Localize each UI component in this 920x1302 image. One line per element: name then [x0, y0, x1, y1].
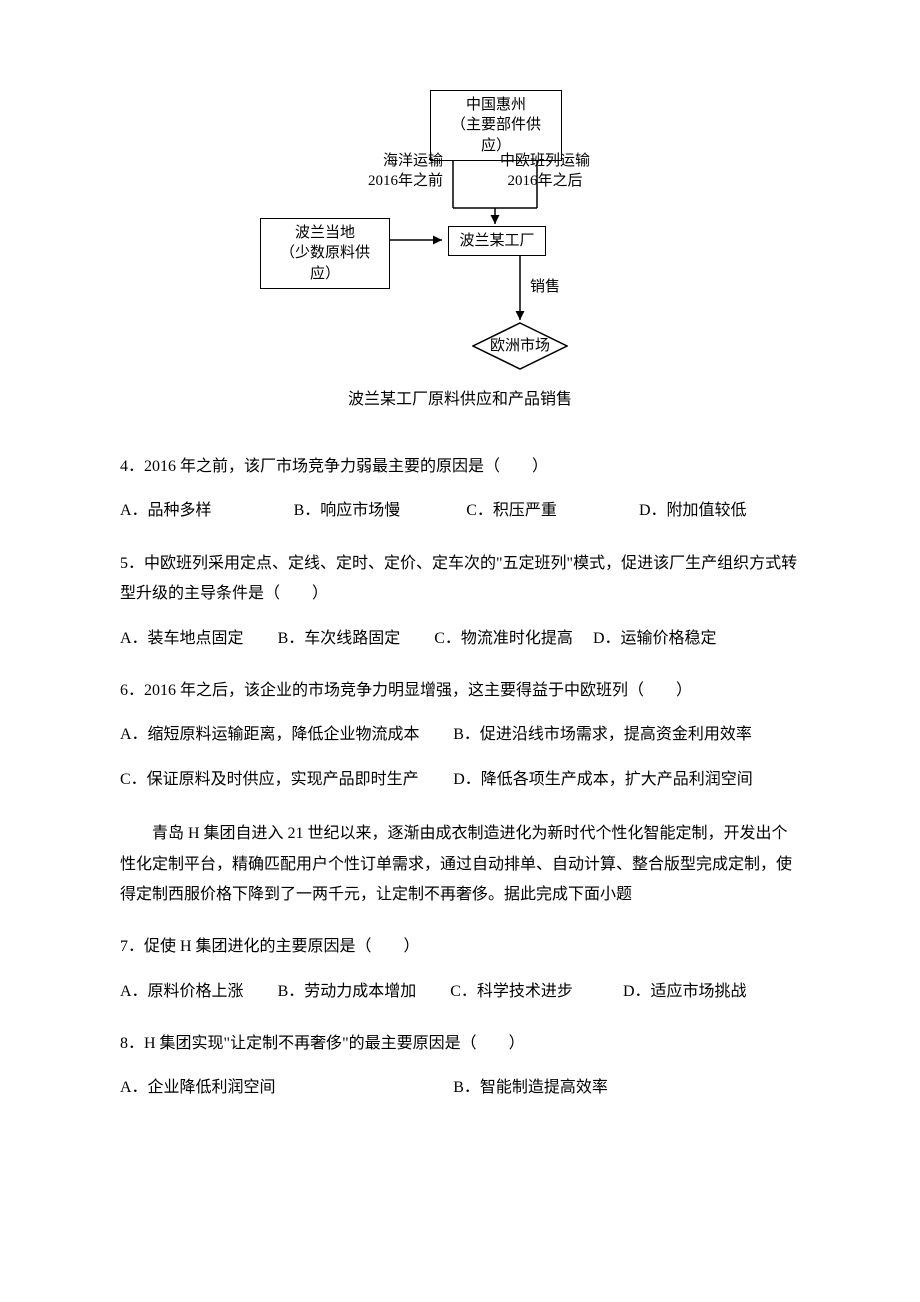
q5-stem: 5．中欧班列采用定点、定线、定时、定价、定车次的"五定班列"模式，促进该厂生产组…: [120, 549, 800, 610]
edge-rail-line1: 中欧班列运输: [500, 152, 590, 172]
q7-option-c: C．科学技术进步: [450, 977, 573, 1007]
q7-option-a: A．原料价格上涨: [120, 977, 244, 1007]
q6-stem: 6．2016 年之后，该企业的市场竞争力明显增强，这主要得益于中欧班列（ ）: [120, 676, 800, 706]
q5-options: A．装车地点固定 B．车次线路固定 C．物流准时化提高 D．运输价格稳定: [120, 624, 800, 654]
node-market: 欧洲市场: [472, 322, 568, 370]
q5-option-c: C．物流准时化提高: [434, 624, 573, 654]
q6-option-c: C．保证原料及时供应，实现产品即时生产: [120, 765, 453, 795]
q7-option-d: D．适应市场挑战: [623, 977, 747, 1007]
q8-options: A．企业降低利润空间B．智能制造提高效率: [120, 1073, 800, 1103]
q5-option-b: B．车次线路固定: [278, 624, 401, 654]
node-market-label: 欧洲市场: [472, 322, 568, 370]
node-huizhou: 中国惠州 （主要部件供应）: [430, 90, 562, 161]
node-factory: 波兰某工厂: [448, 226, 546, 256]
supply-diagram: 中国惠州 （主要部件供应） 海洋运输 2016年之前 中欧班列运输 2016年之…: [270, 90, 650, 380]
node-local: 波兰当地 （少数原料供应）: [260, 218, 390, 289]
node-huizhou-line1: 中国惠州: [441, 95, 551, 115]
q4-option-b: B．响应市场慢: [294, 496, 401, 526]
q5-option-d: D．运输价格稳定: [593, 624, 717, 654]
q4-option-a: A．品种多样: [120, 496, 212, 526]
node-huizhou-line2: （主要部件供应）: [441, 115, 551, 156]
edge-sale-label: 销售: [530, 279, 560, 295]
q8-option-b: B．智能制造提高效率: [453, 1073, 786, 1103]
q6-option-b: B．促进沿线市场需求，提高资金利用效率: [453, 720, 786, 750]
q4-options: A．品种多样 B．响应市场慢 C．积压严重 D．附加值较低: [120, 496, 800, 526]
diagram-caption: 波兰某工厂原料供应和产品销售: [120, 388, 800, 412]
q6-option-a: A．缩短原料运输距离，降低企业物流成本: [120, 720, 453, 750]
edge-label-sale: 销售: [530, 278, 560, 298]
page: 中国惠州 （主要部件供应） 海洋运输 2016年之前 中欧班列运输 2016年之…: [0, 0, 920, 1186]
q4-option-d: D．附加值较低: [639, 496, 747, 526]
node-local-line1: 波兰当地: [271, 223, 379, 243]
edge-sea-line2: 2016年之前: [368, 172, 443, 192]
q7-stem: 7．促使 H 集团进化的主要原因是（ ）: [120, 932, 800, 962]
edge-sea-line1: 海洋运输: [368, 152, 443, 172]
q8-option-a: A．企业降低利润空间: [120, 1073, 453, 1103]
q4-option-c: C．积压严重: [466, 496, 557, 526]
q6-option-d: D．降低各项生产成本，扩大产品利润空间: [453, 765, 786, 795]
q8-stem: 8．H 集团实现"让定制不再奢侈"的最主要原因是（ ）: [120, 1029, 800, 1059]
q6-options-row2: C．保证原料及时供应，实现产品即时生产D．降低各项生产成本，扩大产品利润空间: [120, 765, 800, 795]
q6-options-row1: A．缩短原料运输距离，降低企业物流成本B．促进沿线市场需求，提高资金利用效率: [120, 720, 800, 750]
q5-option-a: A．装车地点固定: [120, 624, 244, 654]
node-factory-label: 波兰某工厂: [459, 233, 534, 249]
q4-stem: 4．2016 年之前，该厂市场竞争力弱最主要的原因是（ ）: [120, 452, 800, 482]
edge-rail-line2: 2016年之后: [500, 172, 590, 192]
node-local-line2: （少数原料供应）: [271, 243, 379, 284]
q7-option-b: B．劳动力成本增加: [278, 977, 417, 1007]
edge-label-sea: 海洋运输 2016年之前: [368, 152, 443, 191]
passage-2: 青岛 H 集团自进入 21 世纪以来，逐渐由成衣制造进化为新时代个性化智能定制，…: [120, 819, 800, 910]
edge-label-rail: 中欧班列运输 2016年之后: [500, 152, 590, 191]
q7-options: A．原料价格上涨 B．劳动力成本增加 C．科学技术进步 D．适应市场挑战: [120, 977, 800, 1007]
